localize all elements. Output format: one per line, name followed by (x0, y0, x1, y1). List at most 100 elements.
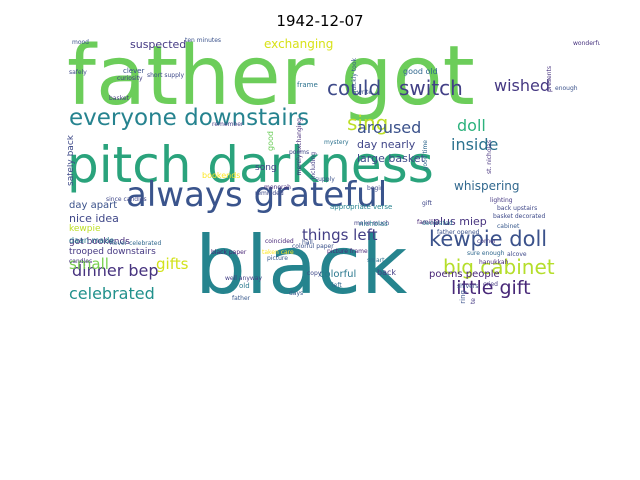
cloud-word: wonderful (573, 40, 600, 47)
cloud-word: little gift (451, 277, 531, 299)
cloud-word: reminded (255, 190, 284, 197)
cloud-word: busy whispering (459, 290, 467, 304)
cloud-word: shivers (457, 283, 479, 290)
cloud-word: cried (483, 281, 498, 288)
cloud-word: since candles (106, 196, 147, 203)
cloud-word: things left (302, 226, 378, 244)
cloud-word: father opened (437, 229, 480, 236)
cloud-word: poems people (429, 269, 500, 280)
cloud-word: alcove (507, 251, 527, 258)
cloud-word: ten minutes (185, 37, 222, 44)
cloud-word: colorful (319, 269, 357, 280)
cloud-word: father (232, 295, 251, 302)
cloud-word: people write (470, 298, 477, 304)
cloud-word: suspected (130, 38, 187, 51)
cloud-word: wished (494, 76, 551, 95)
cloud-word: never celebrated (110, 240, 162, 247)
cloud-word: pitch darkness (67, 136, 434, 194)
cloud-word: sure enough (467, 250, 505, 257)
cloud-word: day apart (69, 200, 118, 211)
cloud-word: supply (315, 176, 335, 183)
cloud-word: good old (403, 67, 438, 76)
cloud-word: black paper (211, 249, 247, 256)
cloud-word: write (357, 89, 373, 96)
cloud-word: left (332, 282, 342, 289)
cloud-word: menorah (264, 184, 291, 191)
cloud-word: safely (69, 69, 87, 76)
cloud-word: back upstairs (497, 205, 538, 212)
cloud-word: day nearly (357, 138, 416, 151)
cloud-word: lighting (490, 197, 513, 204)
cloud-word: everyone downstairs (69, 105, 310, 131)
cloud-word: appropriate verse (330, 203, 393, 211)
cloud-word: clever (123, 67, 145, 75)
cloud-word: remember (212, 121, 244, 128)
cloud-word: kewpie (69, 224, 101, 234)
page-title: 1942-12-07 (276, 12, 364, 30)
cloud-word: doll (457, 116, 486, 135)
cloud-word: make much (354, 220, 390, 227)
cloud-word: st. nicholas (486, 140, 493, 175)
cloud-word: nicholas (359, 220, 388, 228)
cloud-word: kewpie doll (429, 227, 548, 251)
cloud-word: good (266, 131, 275, 151)
cloud-word: taken care (262, 249, 294, 256)
cloud-word: big cabinet (443, 255, 555, 279)
cloud-word: large basket (357, 152, 425, 165)
cloud-word: gift (422, 200, 432, 207)
cloud-word: back (377, 268, 397, 277)
cloud-word: days (289, 290, 304, 297)
cloud-word: candles (69, 258, 93, 265)
cloud-word: smart (367, 257, 385, 264)
cloud-word: small (69, 255, 109, 273)
cloud-word: poems (289, 149, 310, 156)
cloud-word: frame (297, 81, 318, 89)
cloud-word: black (195, 219, 408, 305)
cloud-word: curiosity (117, 75, 143, 82)
cloud-word: picture (267, 255, 288, 262)
cloud-word: picture frame (327, 248, 368, 255)
word-cloud: father got pitch darkness black always grat… (67, 36, 600, 304)
cloud-word: hanukkah (479, 259, 509, 266)
cloud-word: exchanging (264, 37, 334, 51)
cloud-word: basket decorated (493, 213, 546, 220)
cloud-word: bookends (202, 171, 241, 180)
cloud-word: cabinet (497, 223, 520, 230)
cloud-word: gifts (156, 255, 189, 273)
cloud-word: old (239, 282, 250, 290)
cloud-word: song (255, 163, 277, 173)
cloud-word: celebrated (69, 284, 155, 303)
cloud-word: plus miep (433, 215, 487, 228)
cloud-word: safely back (67, 135, 76, 186)
cloud-word: switch (399, 76, 463, 100)
cloud-word: begin (367, 185, 384, 192)
cloud-word: decorated (422, 220, 453, 227)
cloud-word: nice idea (69, 212, 119, 225)
cloud-word: got bookends (69, 237, 130, 247)
cloud-word: presents (546, 66, 553, 92)
cloud-word: colorful paper (292, 243, 334, 250)
cloud-word: dinner bep (72, 261, 159, 280)
cloud-word: familiar (417, 219, 440, 226)
cloud-word: coincided (265, 238, 294, 245)
cloud-word: good time (422, 140, 429, 171)
cloud-word: merely exchanging (296, 118, 303, 176)
cloud-word: daan made (69, 236, 115, 245)
cloud-word: short supply (147, 72, 185, 79)
cloud-word: mystery (324, 139, 349, 146)
cloud-word: trooped downstairs (69, 247, 156, 257)
cloud-word: mood (72, 39, 89, 46)
cloud-word: sing (347, 111, 389, 135)
cloud-word: well anyway (225, 275, 263, 282)
cloud-word: inside (451, 135, 499, 154)
cloud-word: enough (555, 85, 578, 92)
cloud-word: basket (109, 95, 129, 102)
cloud-word: aroused (357, 118, 422, 137)
cloud-word: whispering (454, 179, 520, 193)
cloud-word: corner (477, 238, 497, 245)
cloud-word: copy (307, 270, 322, 277)
cloud-word: hall (302, 239, 313, 246)
cloud-word: could (327, 76, 382, 100)
cloud-word: always grateful (126, 175, 388, 215)
cloud-word: father got (67, 36, 475, 124)
